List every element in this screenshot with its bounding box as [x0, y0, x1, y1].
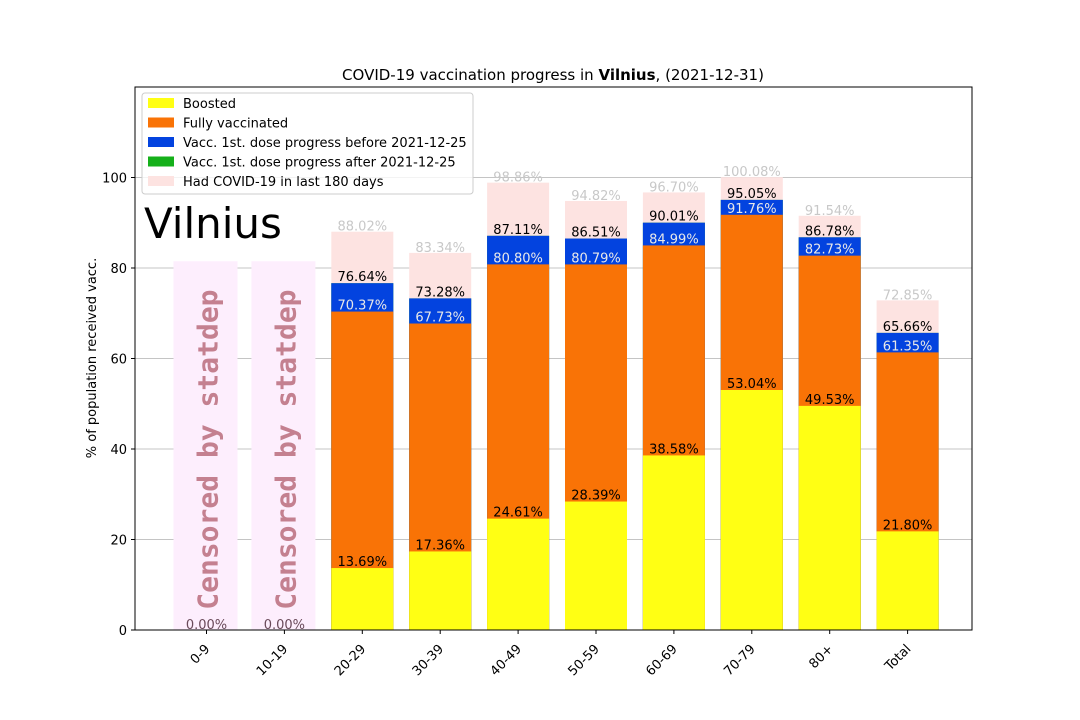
- label-first-dose: 86.51%: [571, 226, 621, 241]
- bars: Censored by statdep Censored by statdep: [173, 177, 939, 631]
- legend-swatch: [148, 156, 174, 167]
- bar-boosted: [409, 551, 472, 630]
- label-fully: 91.76%: [727, 202, 777, 217]
- label-fully: 70.37%: [338, 299, 388, 314]
- legend-frame: [141, 92, 474, 195]
- censored-label: Censored by statdep: [269, 289, 302, 609]
- y-axis: 0 20 40 60 80 100: [102, 172, 135, 639]
- label-fully: 82.73%: [805, 243, 855, 258]
- censored-label: Censored by statdep: [192, 289, 225, 609]
- chart-title-city: Vilnius: [598, 66, 655, 84]
- label-covid: 94.82%: [571, 189, 621, 204]
- bar-boosted: [565, 501, 627, 630]
- bar-boosted: [331, 568, 394, 630]
- legend-entry: Had COVID-19 in last 180 days: [183, 175, 384, 190]
- label-covid: 88.02%: [338, 220, 388, 235]
- legend-entry: Vacc. 1st. dose progress before 2021-12-…: [183, 136, 467, 151]
- bar-boosted: [876, 531, 939, 630]
- label-covid: 91.54%: [805, 204, 855, 219]
- label-boosted: 38.58%: [649, 442, 699, 457]
- legend-swatch: [148, 98, 174, 108]
- y-tick-label: 40: [110, 443, 127, 458]
- label-covid: 96.70%: [649, 180, 699, 195]
- label-fully: 80.79%: [571, 251, 621, 266]
- censored-bar: [251, 261, 316, 630]
- chart-title: COVID-19 vaccination progress in Vilnius…: [342, 66, 764, 84]
- label-first-dose: 87.11%: [493, 223, 543, 238]
- y-tick-label: 0: [119, 624, 127, 639]
- label-boosted: 28.39%: [571, 489, 621, 504]
- label-boosted: 0.00%: [186, 618, 227, 633]
- legend-swatch: [148, 117, 174, 128]
- label-first-dose: 65.66%: [883, 320, 933, 335]
- legend-swatch: [148, 137, 174, 147]
- label-boosted: 53.04%: [727, 377, 777, 392]
- label-covid: 83.34%: [415, 241, 465, 256]
- legend-entry: Boosted: [183, 97, 236, 112]
- label-boosted: 0.00%: [264, 618, 305, 633]
- bar-labels: 0.00% 0.00% 88.02% 76.64% 70.37% 13.69% 83.34%…: [186, 165, 933, 633]
- bar-boosted: [642, 455, 705, 630]
- bar-boosted: [487, 518, 550, 630]
- label-fully: 61.35%: [883, 339, 933, 354]
- label-boosted: 21.80%: [883, 518, 933, 533]
- label-fully: 84.99%: [649, 232, 699, 247]
- watermark-city: Vilnius: [144, 199, 282, 248]
- y-tick-label: 80: [110, 262, 127, 277]
- censored-bar: [173, 261, 238, 630]
- y-tick-label: 20: [110, 534, 127, 549]
- label-first-dose: 90.01%: [649, 210, 699, 225]
- label-first-dose: 73.28%: [415, 285, 465, 300]
- label-boosted: 49.53%: [805, 393, 855, 408]
- y-tick-label: 60: [110, 353, 127, 368]
- y-tick-label: 100: [102, 172, 127, 187]
- bar-boosted: [798, 405, 861, 630]
- label-covid: 72.85%: [883, 288, 933, 303]
- bar-boosted: [720, 389, 783, 630]
- label-covid: 98.86%: [493, 171, 543, 186]
- legend-swatch: [148, 176, 174, 186]
- chart-title-date: , (2021-12-31): [656, 66, 764, 84]
- legend-entry: Fully vaccinated: [183, 117, 288, 132]
- label-first-dose: 76.64%: [338, 270, 388, 285]
- label-first-dose: 95.05%: [727, 187, 777, 202]
- label-fully: 67.73%: [415, 311, 465, 326]
- label-fully: 80.80%: [493, 251, 543, 266]
- label-boosted: 17.36%: [415, 538, 465, 553]
- legend: Boosted Fully vaccinated Vacc. 1st. dose p…: [141, 92, 474, 195]
- label-boosted: 13.69%: [338, 555, 388, 570]
- legend-entry: Vacc. 1st. dose progress after 2021-12-2…: [183, 156, 456, 171]
- label-covid: 100.08%: [723, 165, 781, 180]
- label-boosted: 24.61%: [493, 506, 543, 521]
- chart-title-prefix: COVID-19 vaccination progress in: [342, 66, 598, 84]
- y-axis-label: % of population received vacc.: [85, 258, 100, 458]
- label-first-dose: 86.78%: [805, 224, 855, 239]
